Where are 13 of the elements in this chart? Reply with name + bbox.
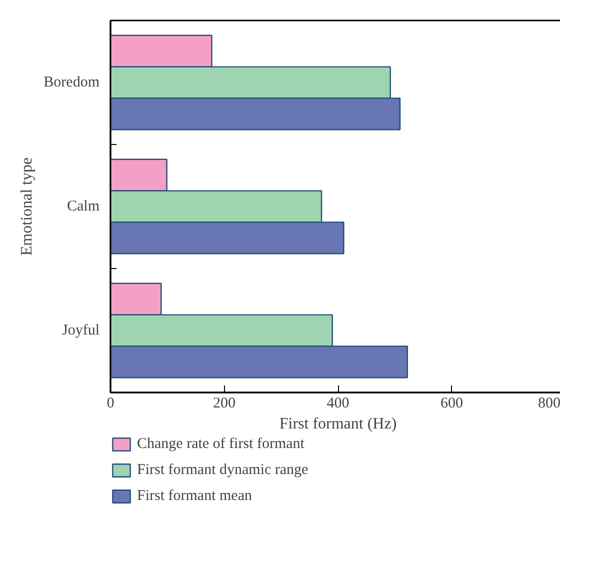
legend-label: First formant mean — [137, 487, 252, 505]
y-axis-title: Emotional type — [18, 157, 36, 256]
x-tick-label: 800 — [538, 396, 560, 412]
x-tick-label: 600 — [440, 396, 463, 412]
x-tick-label: 400 — [326, 396, 350, 412]
x-tick-label: 200 — [213, 396, 236, 412]
legend-label: Change rate of first formant — [137, 435, 304, 453]
legend-label: First formant dynamic range — [137, 461, 308, 479]
y-tick-label: Calm — [67, 198, 100, 214]
y-tick-label: Boredom — [44, 74, 100, 90]
x-tick-label: 0 — [106, 396, 114, 412]
y-tick-label: Joyful — [62, 322, 100, 338]
x-axis-title: First formant (Hz) — [279, 416, 397, 432]
